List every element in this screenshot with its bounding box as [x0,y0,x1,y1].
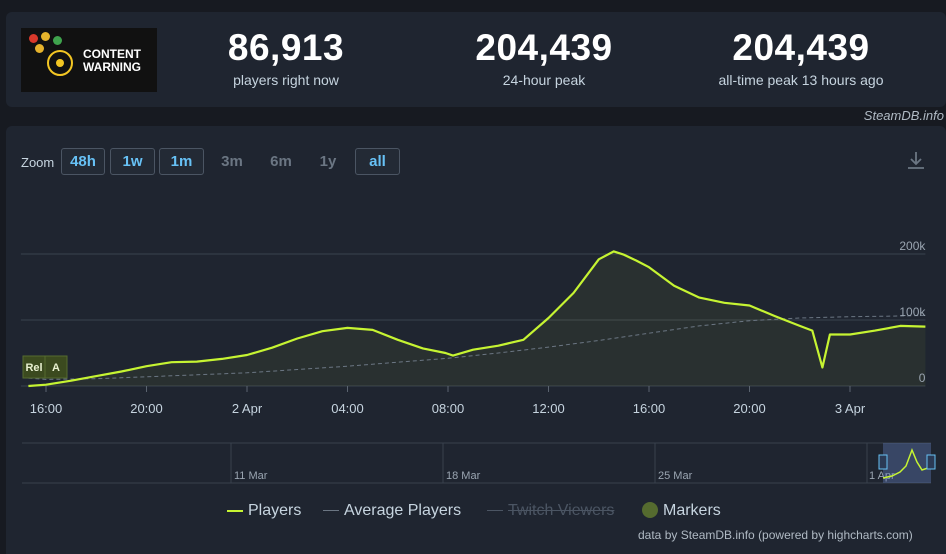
legend-twitch[interactable]: Twitch Viewers [487,502,614,520]
eye-logo-icon [47,50,73,76]
navigator-label-1apr: 1 Apr [869,470,895,482]
average-players-line [28,314,926,380]
game-title: CONTENT WARNING [83,47,141,74]
players-area [28,251,926,386]
navigator-left-handle[interactable] [878,454,888,470]
markers-legend-swatch [642,502,658,518]
y-tick-label: 200k [899,239,926,253]
navigator-label-11mar: 11 Mar [234,470,268,482]
zoom-all-button[interactable]: all [355,148,400,175]
release-marker-label: Rel [25,362,42,374]
x-tick-label: 3 Apr [835,401,866,416]
a-marker-label: A [52,362,60,374]
players-now-label: players right now [233,72,339,88]
average-legend-swatch [323,510,339,512]
navigator-series [882,447,932,479]
alltime-peak-label: all-time peak 13 hours ago [718,72,884,88]
peak-24h-label: 24-hour peak [502,72,586,88]
alltime-peak-value: 204,439 [732,27,870,68]
legend-markers[interactable]: Markers [642,502,721,520]
players-now-value: 86,913 [227,27,345,68]
players-legend-swatch [227,509,243,512]
navigator-right-handle[interactable] [926,454,936,470]
twitch-legend-swatch [487,510,503,512]
x-tick-label: 04:00 [331,401,364,416]
x-tick-label: 08:00 [432,401,465,416]
legend-players[interactable]: Players [227,502,301,520]
navigator-label-25mar: 25 Mar [658,470,693,482]
x-tick-label: 16:00 [633,401,666,416]
x-tick-label: 2 Apr [232,401,263,416]
y-tick-label: 0 [919,371,926,385]
zoom-1m-button[interactable]: 1m [159,148,204,175]
y-tick-label: 100k [899,305,926,319]
players-line [28,250,926,388]
peak-24h-value: 204,439 [475,27,613,68]
x-tick-label: 12:00 [532,401,565,416]
x-axis-labels: 16:00 20:00 2 Apr 04:00 08:00 12:00 16:00 20:00… [30,386,866,416]
x-tick-label: 20:00 [130,401,163,416]
peak-24h-stat: 204,439 24-hour peak [464,27,624,89]
players-now-stat: 86,913 players right now [216,27,356,89]
chart-grid [20,253,926,387]
highcharts-credit[interactable]: data by SteamDB.info (powered by highcha… [638,528,913,542]
zoom-label: Zoom [21,155,55,170]
download-icon[interactable] [906,150,926,170]
zoom-1y-button[interactable]: 1y [319,153,337,170]
release-marker[interactable]: Rel [22,355,46,379]
navigator[interactable]: 11 Mar 18 Mar 25 Mar 1 Apr [22,442,936,484]
alltime-peak-stat: 204,439 all-time peak 13 hours ago [701,27,901,89]
x-tick-label: 16:00 [30,401,63,416]
zoom-6m-button[interactable]: 6m [270,153,292,170]
game-thumbnail[interactable]: CONTENT WARNING [21,28,157,92]
navigator-label-18mar: 18 Mar [446,470,481,482]
zoom-3m-button[interactable]: 3m [221,153,243,170]
stats-bar: CONTENT WARNING 86,913 players right now… [6,12,946,107]
a-marker[interactable]: A [44,355,68,379]
legend-average[interactable]: Average Players [323,502,461,520]
zoom-48h-button[interactable]: 48h [61,148,105,175]
zoom-1w-button[interactable]: 1w [110,148,155,175]
x-tick-label: 20:00 [733,401,766,416]
steamdb-credit[interactable]: SteamDB.info [863,108,944,123]
y-axis-labels: 0 100k 200k [899,239,926,385]
